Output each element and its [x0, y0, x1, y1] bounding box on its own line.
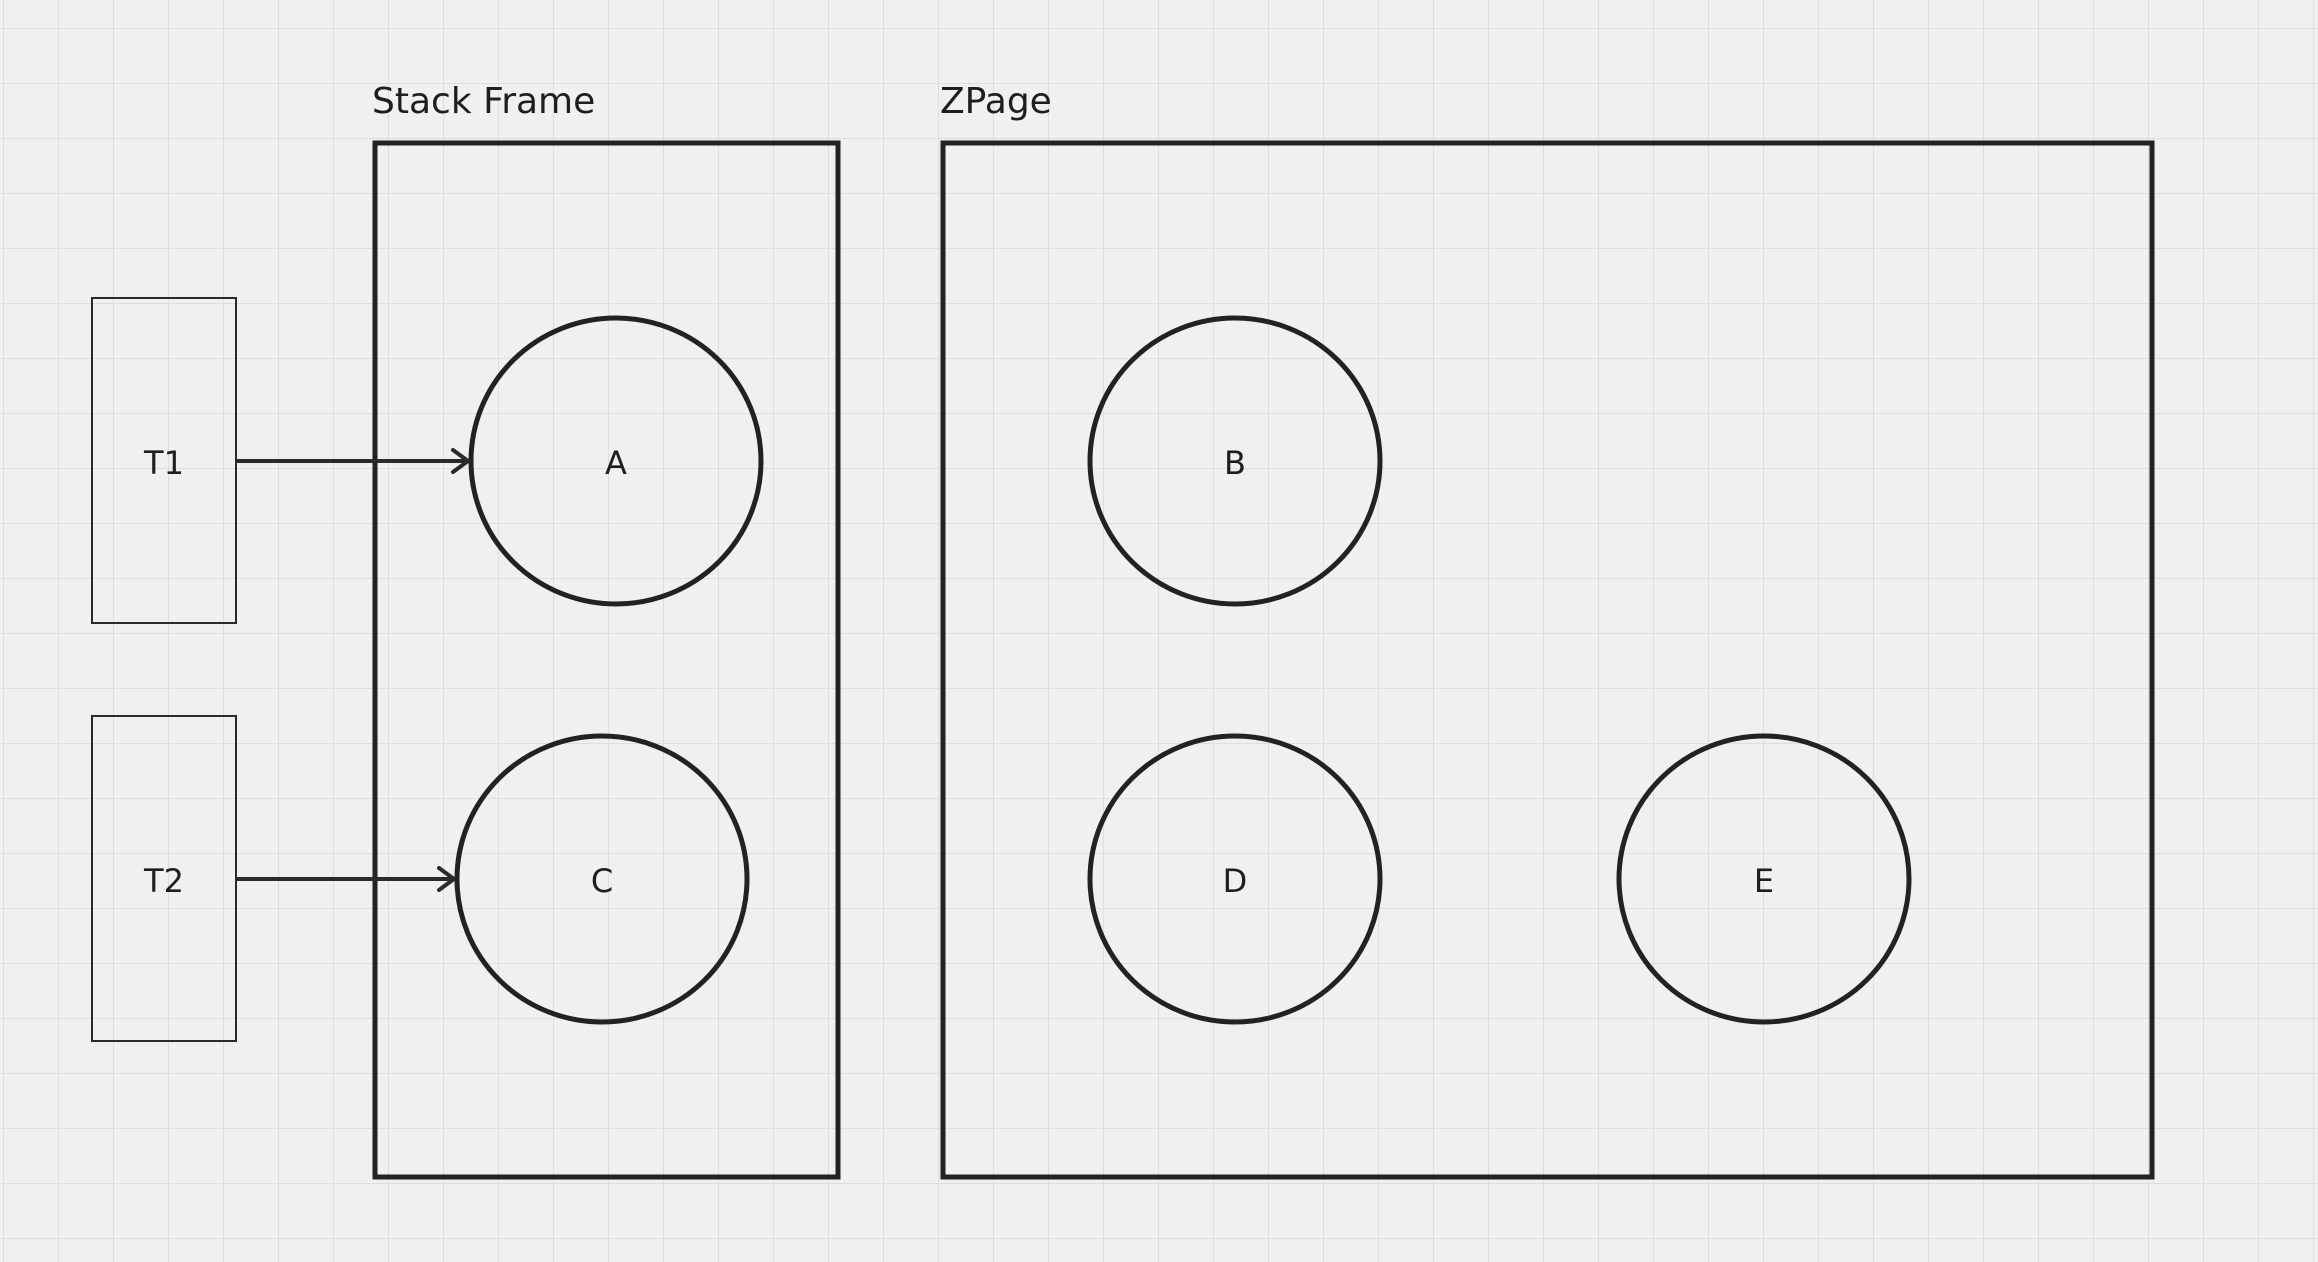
reference-t1-to-a[interactable] [236, 448, 470, 474]
arrowhead-icon [451, 448, 470, 474]
object-a-label: A [605, 444, 627, 482]
object-d-label: D [1223, 862, 1248, 900]
object-d-circle[interactable] [1087, 733, 1383, 1025]
object-c-circle[interactable] [454, 733, 750, 1025]
thread-t1[interactable]: T1 [91, 297, 237, 624]
stack-frame[interactable] [372, 140, 841, 1180]
object-b-circle[interactable] [1087, 315, 1383, 607]
zpage-frame-title: ZPage [940, 81, 1052, 122]
arrowhead-icon [437, 866, 456, 892]
object-e-circle[interactable] [1616, 733, 1912, 1025]
object-c[interactable]: C [454, 733, 750, 1025]
object-c-label: C [591, 862, 613, 900]
zpage-frame[interactable] [940, 140, 2155, 1180]
stack-frame-title: Stack Frame [372, 81, 595, 122]
object-a[interactable]: A [468, 315, 764, 607]
object-e[interactable]: E [1616, 733, 1912, 1025]
object-d[interactable]: D [1087, 733, 1383, 1025]
thread-t1-label: T1 [143, 444, 184, 482]
object-b-label: B [1224, 444, 1246, 482]
thread-t2-label: T2 [143, 862, 184, 900]
thread-t2[interactable]: T2 [91, 715, 237, 1042]
object-a-circle[interactable] [468, 315, 764, 607]
object-b[interactable]: B [1087, 315, 1383, 607]
reference-t2-to-c[interactable] [236, 866, 456, 892]
object-e-label: E [1754, 862, 1774, 900]
